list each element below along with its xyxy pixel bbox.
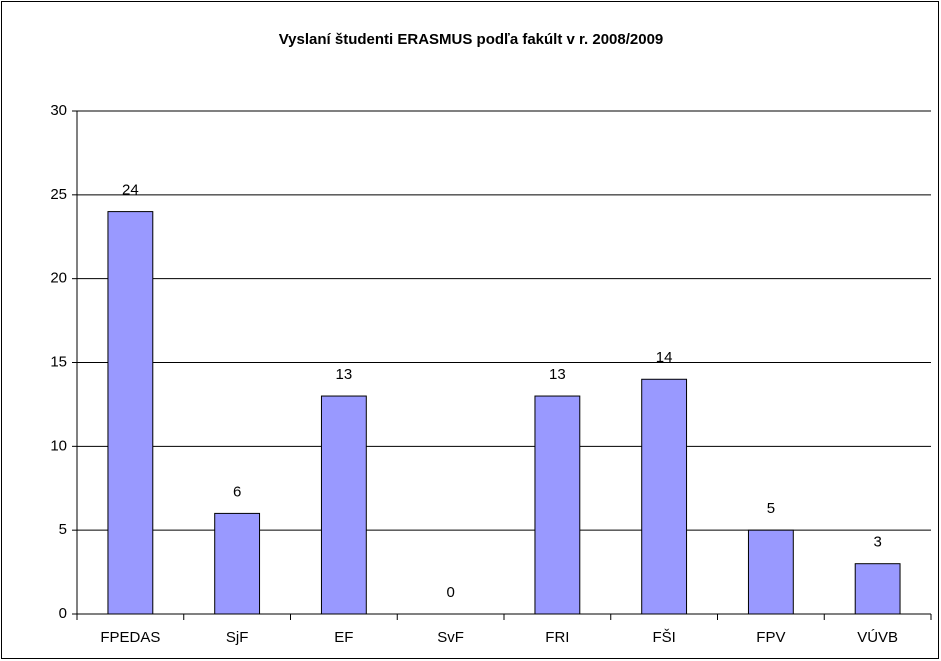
y-tick-label: 5 <box>59 521 67 538</box>
bar <box>854 563 901 615</box>
bar <box>747 529 794 615</box>
data-label: 3 <box>873 534 881 551</box>
bar <box>107 211 154 615</box>
data-label: 13 <box>336 366 353 383</box>
x-tick-label: FŠI <box>652 629 675 646</box>
x-tick-label: VÚVB <box>857 629 898 646</box>
bar <box>320 395 367 615</box>
data-label: 5 <box>767 500 775 517</box>
data-label: 6 <box>233 483 241 500</box>
x-tick-label: FRI <box>545 629 569 646</box>
bar <box>534 395 581 615</box>
x-tick-label: EF <box>334 629 353 646</box>
chart-title: Vyslaní študenti ERASMUS podľa fakúlt v … <box>279 31 664 48</box>
y-tick-label: 0 <box>59 605 67 622</box>
data-label: 24 <box>122 182 139 199</box>
data-label: 13 <box>549 366 566 383</box>
y-tick-label: 20 <box>50 270 67 287</box>
bar <box>641 378 688 615</box>
x-tick-label: SvF <box>437 629 464 646</box>
bar <box>214 512 261 615</box>
data-label: 0 <box>446 584 454 601</box>
y-tick-label: 10 <box>50 437 67 454</box>
y-tick-label: 30 <box>50 102 67 119</box>
x-tick-label: FPEDAS <box>100 629 160 646</box>
y-tick-label: 25 <box>50 186 67 203</box>
x-tick-label: SjF <box>226 629 249 646</box>
data-label: 14 <box>656 349 673 366</box>
x-tick-label: FPV <box>756 629 785 646</box>
y-tick-label: 15 <box>50 353 67 370</box>
